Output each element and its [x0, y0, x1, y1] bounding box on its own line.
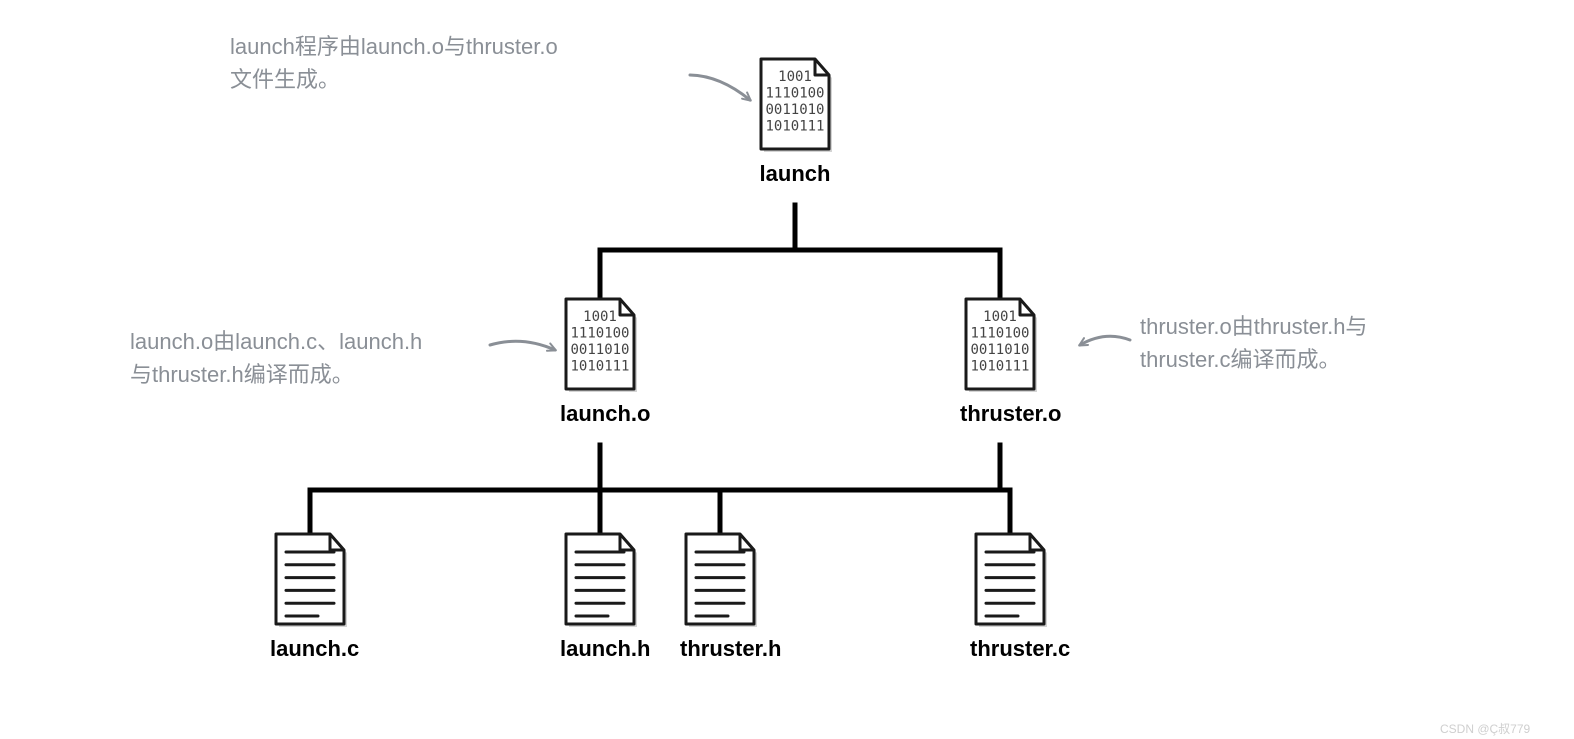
node-thruster-h: thruster.h [680, 530, 760, 662]
ann-launch-line2: 文件生成。 [230, 63, 558, 96]
ann-launch: launch程序由launch.o与thruster.o文件生成。 [230, 30, 558, 96]
node-label-launch-h: launch.h [560, 636, 640, 662]
svg-text:1010111: 1010111 [570, 359, 629, 375]
watermark: CSDN @Ç叔779 [1440, 720, 1530, 737]
svg-text:1010111: 1010111 [765, 119, 824, 135]
svg-text:1110100: 1110100 [570, 326, 629, 342]
ann-launch-line1: launch程序由launch.o与thruster.o [230, 30, 558, 63]
node-launch-c: launch.c [270, 530, 350, 662]
ann-launch-o-line1: launch.o由launch.c、launch.h [130, 325, 422, 358]
ann-launch-o-line2: 与thruster.h编译而成。 [130, 358, 422, 391]
node-label-thruster-h: thruster.h [680, 636, 760, 662]
node-launch-o: 1001111010000110101010111 launch.o [560, 295, 640, 427]
svg-text:0011010: 0011010 [970, 342, 1029, 358]
node-launch-h: launch.h [560, 530, 640, 662]
svg-text:1001: 1001 [983, 309, 1017, 325]
node-label-launch: launch [755, 161, 835, 187]
svg-text:0011010: 0011010 [570, 342, 629, 358]
node-label-thruster-c: thruster.c [970, 636, 1050, 662]
svg-text:1110100: 1110100 [970, 326, 1029, 342]
ann-thruster-o: thruster.o由thruster.h与thruster.c编译而成。 [1140, 310, 1367, 376]
svg-text:0011010: 0011010 [765, 102, 824, 118]
node-label-launch-o: launch.o [560, 401, 640, 427]
svg-text:1010111: 1010111 [970, 359, 1029, 375]
ann-thruster-o-line1: thruster.o由thruster.h与 [1140, 310, 1367, 343]
edge-group-2 [720, 445, 1010, 535]
svg-text:1110100: 1110100 [765, 86, 824, 102]
svg-text:1001: 1001 [583, 309, 617, 325]
ann-thruster-o-line2: thruster.c编译而成。 [1140, 343, 1367, 376]
node-label-launch-c: launch.c [270, 636, 350, 662]
svg-text:1001: 1001 [778, 69, 812, 85]
node-label-thruster-o: thruster.o [960, 401, 1040, 427]
diagram-canvas: 1001111010000110101010111 launch 1001111… [0, 0, 1574, 739]
edge-group-1 [310, 445, 720, 535]
ann-thruster-o-arrow [1080, 336, 1130, 345]
node-launch: 1001111010000110101010111 launch [755, 55, 835, 187]
edge-group-0 [600, 205, 1000, 300]
ann-launch-o: launch.o由launch.c、launch.h与thruster.h编译而… [130, 325, 422, 391]
ann-launch-arrow [690, 75, 750, 100]
node-thruster-o: 1001111010000110101010111 thruster.o [960, 295, 1040, 427]
node-thruster-c: thruster.c [970, 530, 1050, 662]
ann-launch-o-arrow [490, 341, 555, 350]
